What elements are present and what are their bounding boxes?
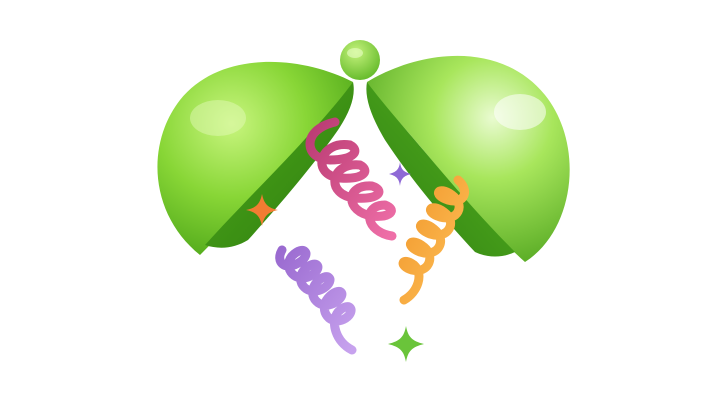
capsule-hinge-knob (340, 40, 380, 80)
capsule-right-half (366, 55, 570, 263)
orange-star-sparkle (246, 194, 278, 226)
orange-spiral-confetti (398, 175, 470, 305)
green-star-sparkle (388, 326, 424, 362)
capsule-left-half (157, 61, 354, 255)
purple-star-sparkle (389, 162, 411, 186)
purple-spiral-confetti (275, 245, 357, 355)
pink-spiral-confetti (305, 117, 397, 241)
